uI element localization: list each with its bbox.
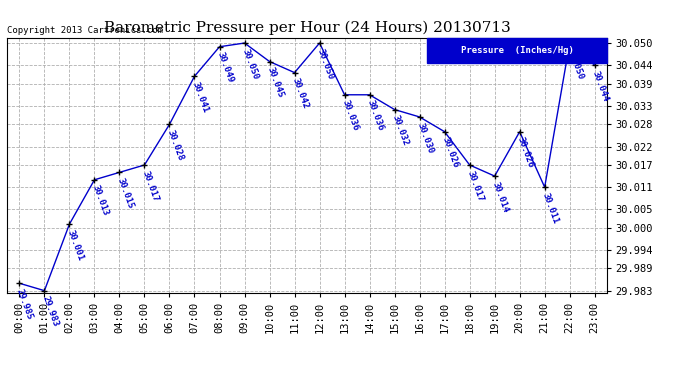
Text: 30.032: 30.032 (391, 114, 410, 147)
Text: 30.013: 30.013 (90, 184, 110, 218)
Text: 30.050: 30.050 (315, 47, 335, 81)
Text: 30.026: 30.026 (515, 136, 535, 169)
Text: 30.036: 30.036 (365, 99, 385, 132)
Text: 30.030: 30.030 (415, 121, 435, 154)
Text: 30.049: 30.049 (215, 51, 235, 84)
Text: Copyright 2013 Cartronics.com: Copyright 2013 Cartronics.com (7, 26, 163, 35)
Text: 30.041: 30.041 (190, 81, 210, 114)
Text: 30.044: 30.044 (591, 69, 610, 103)
Text: 30.028: 30.028 (165, 129, 185, 162)
Text: 30.026: 30.026 (440, 136, 460, 169)
Bar (427, 38, 607, 63)
Text: 30.017: 30.017 (140, 169, 159, 202)
Text: 30.042: 30.042 (290, 77, 310, 110)
Title: Barometric Pressure per Hour (24 Hours) 20130713: Barometric Pressure per Hour (24 Hours) … (104, 21, 511, 35)
Text: 30.045: 30.045 (265, 66, 285, 99)
Text: 30.017: 30.017 (465, 169, 485, 202)
Text: Pressure  (Inches/Hg): Pressure (Inches/Hg) (461, 46, 573, 55)
Text: 29.985: 29.985 (15, 287, 34, 321)
Text: 30.011: 30.011 (540, 191, 560, 225)
Text: 30.036: 30.036 (340, 99, 359, 132)
Text: 30.050: 30.050 (240, 47, 259, 81)
Text: 30.014: 30.014 (491, 180, 510, 214)
Text: 29.983: 29.983 (40, 295, 59, 328)
Text: 30.015: 30.015 (115, 177, 135, 210)
Text: 30.001: 30.001 (65, 228, 85, 262)
Text: 30.050: 30.050 (565, 47, 585, 81)
